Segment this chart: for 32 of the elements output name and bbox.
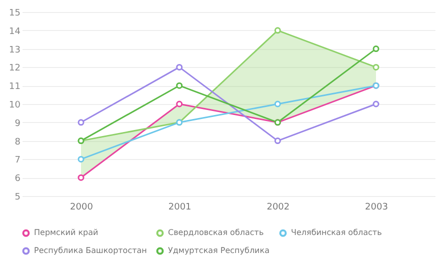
x-tick-label: 2002 <box>266 202 290 212</box>
y-tick-label: 6 <box>14 174 21 184</box>
point <box>78 174 84 181</box>
point <box>274 27 281 34</box>
y-tick-label: 12 <box>9 64 20 74</box>
y-tick-label: 9 <box>14 118 21 129</box>
legend-label: Республика Башкортостан <box>34 246 147 255</box>
legend-label: Удмуртская Республика <box>168 246 270 255</box>
y-tick-label: 7 <box>14 156 20 166</box>
legend-label: Челябинская область <box>291 228 382 238</box>
point <box>176 100 183 108</box>
point <box>274 138 281 144</box>
x-tick-label: 2003 <box>365 202 388 212</box>
y-tick-label: 15 <box>9 8 20 18</box>
y-tick-label: 11 <box>9 82 20 92</box>
x-tick-label: 2001 <box>168 202 192 212</box>
legend-label: Свердловская область <box>168 228 264 238</box>
y-tick-label: 13 <box>9 45 20 56</box>
point <box>176 82 183 89</box>
point <box>176 64 183 70</box>
point <box>372 100 380 108</box>
point <box>372 64 380 70</box>
y-tick-label: 10 <box>9 100 21 110</box>
y-tick-label: 5 <box>14 192 20 202</box>
legend-label: Пермский край <box>34 228 98 238</box>
y-tick-label: 8 <box>14 137 21 148</box>
point <box>274 100 281 108</box>
point <box>372 46 380 52</box>
point <box>78 119 84 126</box>
y-tick-label: 14 <box>9 26 21 37</box>
point <box>78 156 84 162</box>
x-tick-label: 2000 <box>70 202 94 212</box>
